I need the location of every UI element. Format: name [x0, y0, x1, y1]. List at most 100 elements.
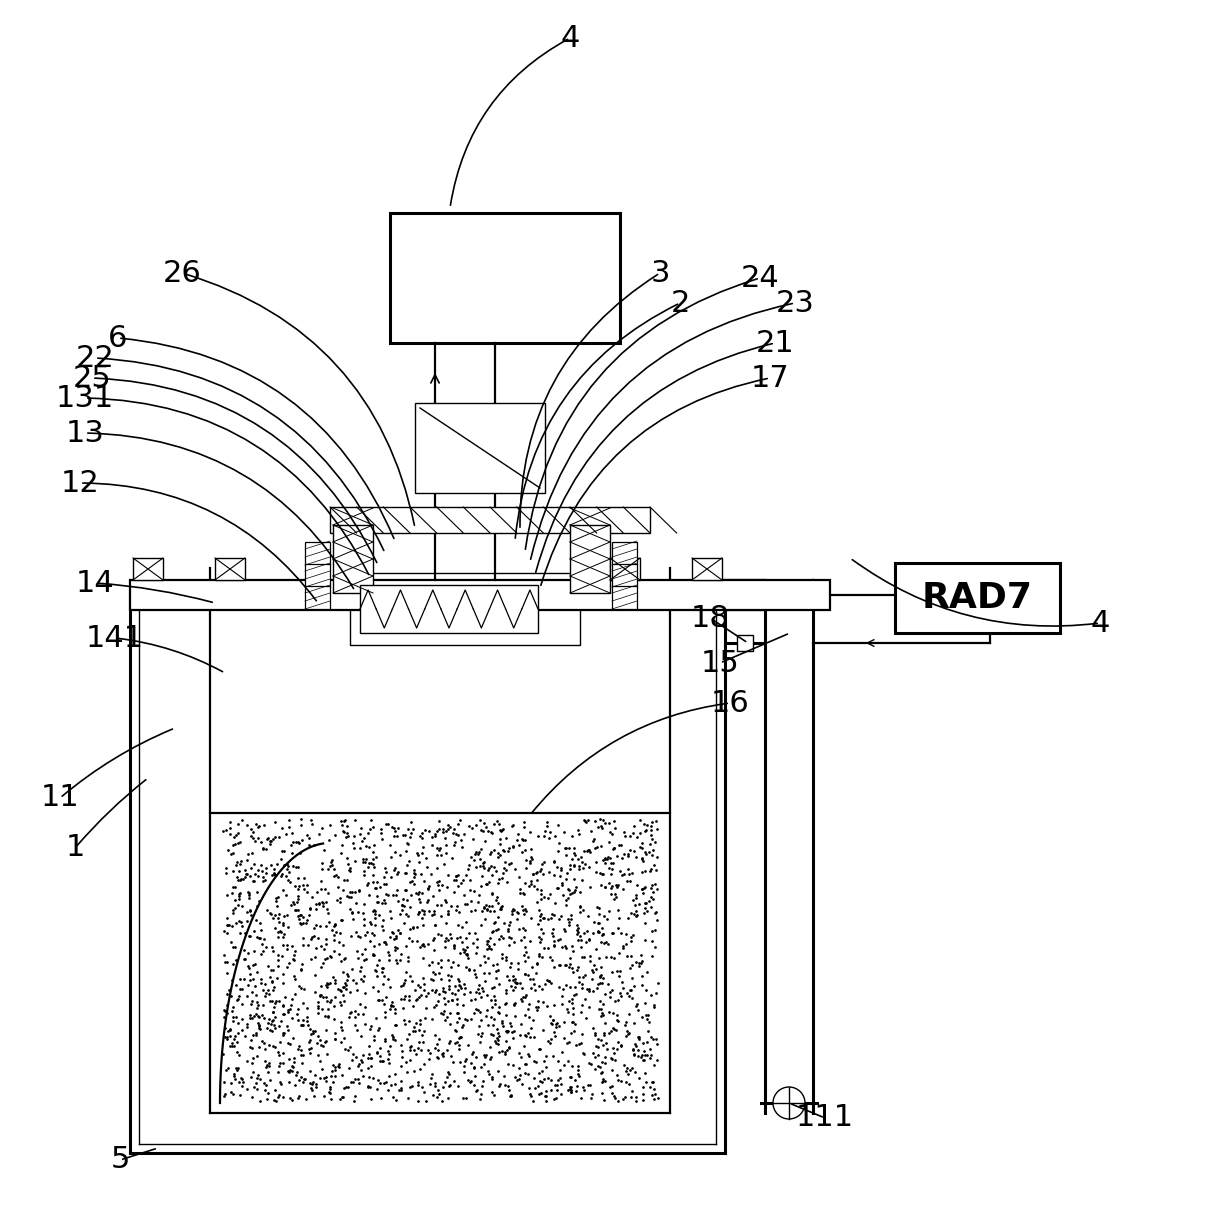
Point	[331, 1032, 350, 1052]
Point	[240, 964, 260, 984]
Point	[611, 986, 631, 1006]
Point	[243, 822, 262, 842]
Point	[470, 1089, 490, 1109]
Point	[578, 922, 598, 941]
Point	[278, 856, 298, 876]
Point	[279, 952, 299, 972]
Point	[647, 902, 666, 922]
Point	[626, 1036, 646, 1055]
Point	[320, 1082, 339, 1101]
Point	[646, 860, 665, 879]
Point	[480, 1038, 500, 1058]
Point	[252, 980, 272, 1000]
Point	[217, 915, 236, 934]
Point	[354, 909, 374, 928]
Point	[394, 1014, 414, 1033]
Point	[223, 1084, 243, 1104]
Point	[481, 842, 501, 861]
Point	[555, 822, 575, 842]
Point	[338, 966, 358, 985]
Point	[635, 878, 654, 898]
Point	[518, 966, 538, 985]
Point	[272, 842, 292, 861]
Point	[391, 905, 410, 924]
Point	[392, 895, 412, 915]
Point	[611, 1071, 631, 1090]
Point	[432, 1004, 452, 1024]
Point	[370, 877, 390, 896]
Point	[486, 1033, 506, 1053]
Point	[278, 1033, 298, 1053]
Point	[337, 870, 356, 889]
Point	[577, 1008, 597, 1027]
Point	[589, 1046, 609, 1065]
Point	[299, 828, 318, 848]
Point	[279, 1072, 299, 1092]
Point	[605, 991, 625, 1010]
Point	[223, 904, 243, 923]
Point	[423, 970, 442, 990]
Point	[599, 1002, 619, 1021]
Point	[239, 888, 258, 907]
Point	[448, 865, 468, 884]
Point	[241, 1031, 261, 1050]
Point	[614, 844, 633, 864]
Point	[344, 1007, 364, 1026]
Point	[325, 996, 344, 1015]
Point	[439, 901, 458, 921]
Point	[544, 1023, 564, 1042]
Point	[279, 818, 299, 837]
Point	[224, 1066, 244, 1086]
Point	[316, 1031, 336, 1050]
Point	[555, 1027, 575, 1047]
Point	[301, 1078, 321, 1098]
Point	[261, 1071, 281, 1090]
Point	[477, 900, 496, 919]
Point	[284, 1053, 304, 1072]
Point	[474, 963, 494, 983]
Point	[470, 1058, 490, 1077]
Point	[538, 910, 557, 929]
Point	[632, 862, 652, 882]
Bar	[305, 564, 330, 587]
Point	[429, 1048, 448, 1067]
Point	[398, 951, 418, 970]
Point	[436, 892, 456, 911]
Point	[399, 1012, 419, 1031]
Point	[230, 832, 250, 852]
Point	[610, 962, 630, 981]
Point	[369, 950, 388, 969]
Point	[399, 1037, 419, 1057]
Point	[523, 957, 543, 976]
Point	[260, 991, 279, 1010]
Point	[405, 980, 425, 1000]
Point	[548, 1071, 567, 1090]
Point	[250, 1019, 270, 1038]
Point	[213, 821, 233, 841]
Point	[396, 962, 415, 981]
Point	[646, 938, 665, 957]
Point	[543, 919, 562, 939]
Point	[475, 910, 495, 929]
Point	[474, 1044, 494, 1064]
Point	[256, 1058, 276, 1077]
Point	[368, 1042, 387, 1061]
Point	[639, 1048, 659, 1067]
Point	[472, 915, 491, 934]
Point	[268, 887, 288, 906]
Point	[559, 991, 578, 1010]
Point	[567, 924, 587, 944]
Point	[220, 1019, 240, 1038]
Text: 11: 11	[40, 784, 80, 813]
Point	[282, 1008, 301, 1027]
Point	[568, 856, 588, 876]
Point	[456, 1088, 475, 1107]
Point	[526, 981, 545, 1001]
Text: 17: 17	[751, 364, 789, 393]
Point	[374, 933, 393, 952]
Point	[647, 820, 666, 839]
Point	[304, 927, 323, 946]
Point	[404, 1041, 424, 1060]
Point	[343, 1044, 363, 1064]
Point	[430, 841, 450, 860]
